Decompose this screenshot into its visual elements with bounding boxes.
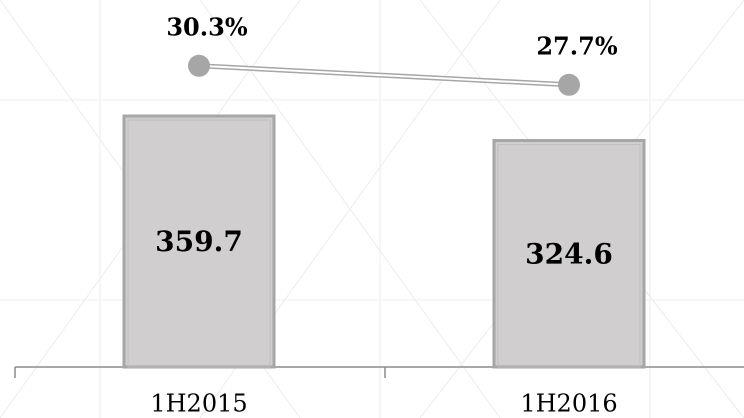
bar-inner-border [497, 144, 641, 368]
line-value-label: 27.7% [536, 31, 617, 60]
line-marker [188, 54, 210, 77]
line-value-label: 30.3% [166, 12, 247, 41]
bar [492, 139, 646, 369]
bar-value-label: 359.7 [155, 225, 243, 258]
bar-value-label: 324.6 [525, 237, 613, 270]
x-tick-label: 1H2015 [150, 390, 247, 418]
line-marker [558, 73, 580, 96]
bar-inner-border [127, 119, 271, 368]
bar [122, 114, 276, 369]
line [198, 64, 570, 86]
x-tick-label: 1H2016 [520, 390, 617, 418]
